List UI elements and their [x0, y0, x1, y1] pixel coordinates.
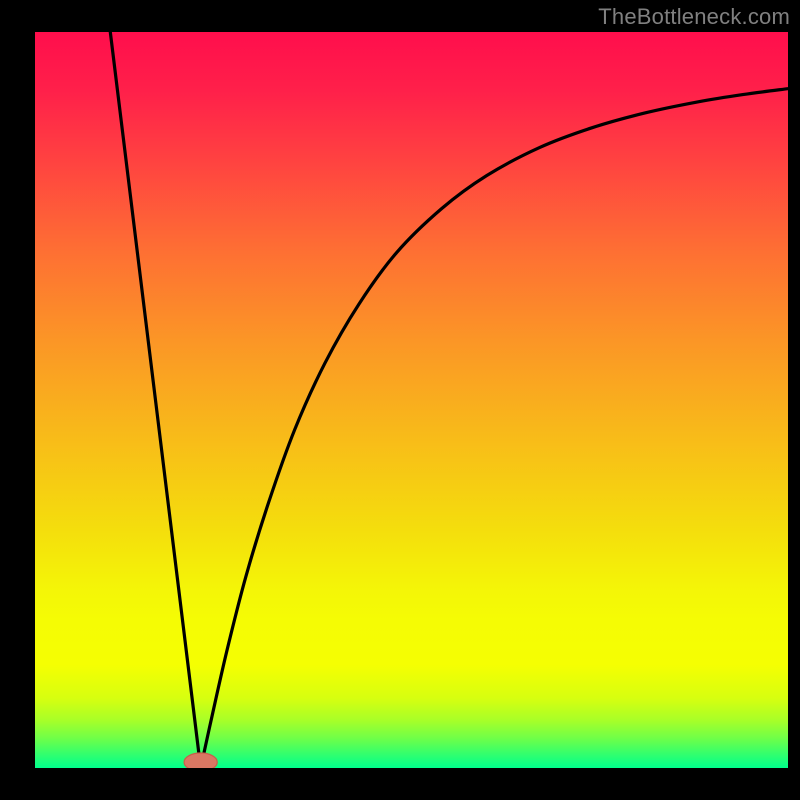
gradient-background — [35, 32, 788, 768]
chart-container: TheBottleneck.com — [0, 0, 800, 800]
optimal-point-marker — [184, 753, 217, 768]
bottleneck-chart — [35, 32, 788, 768]
